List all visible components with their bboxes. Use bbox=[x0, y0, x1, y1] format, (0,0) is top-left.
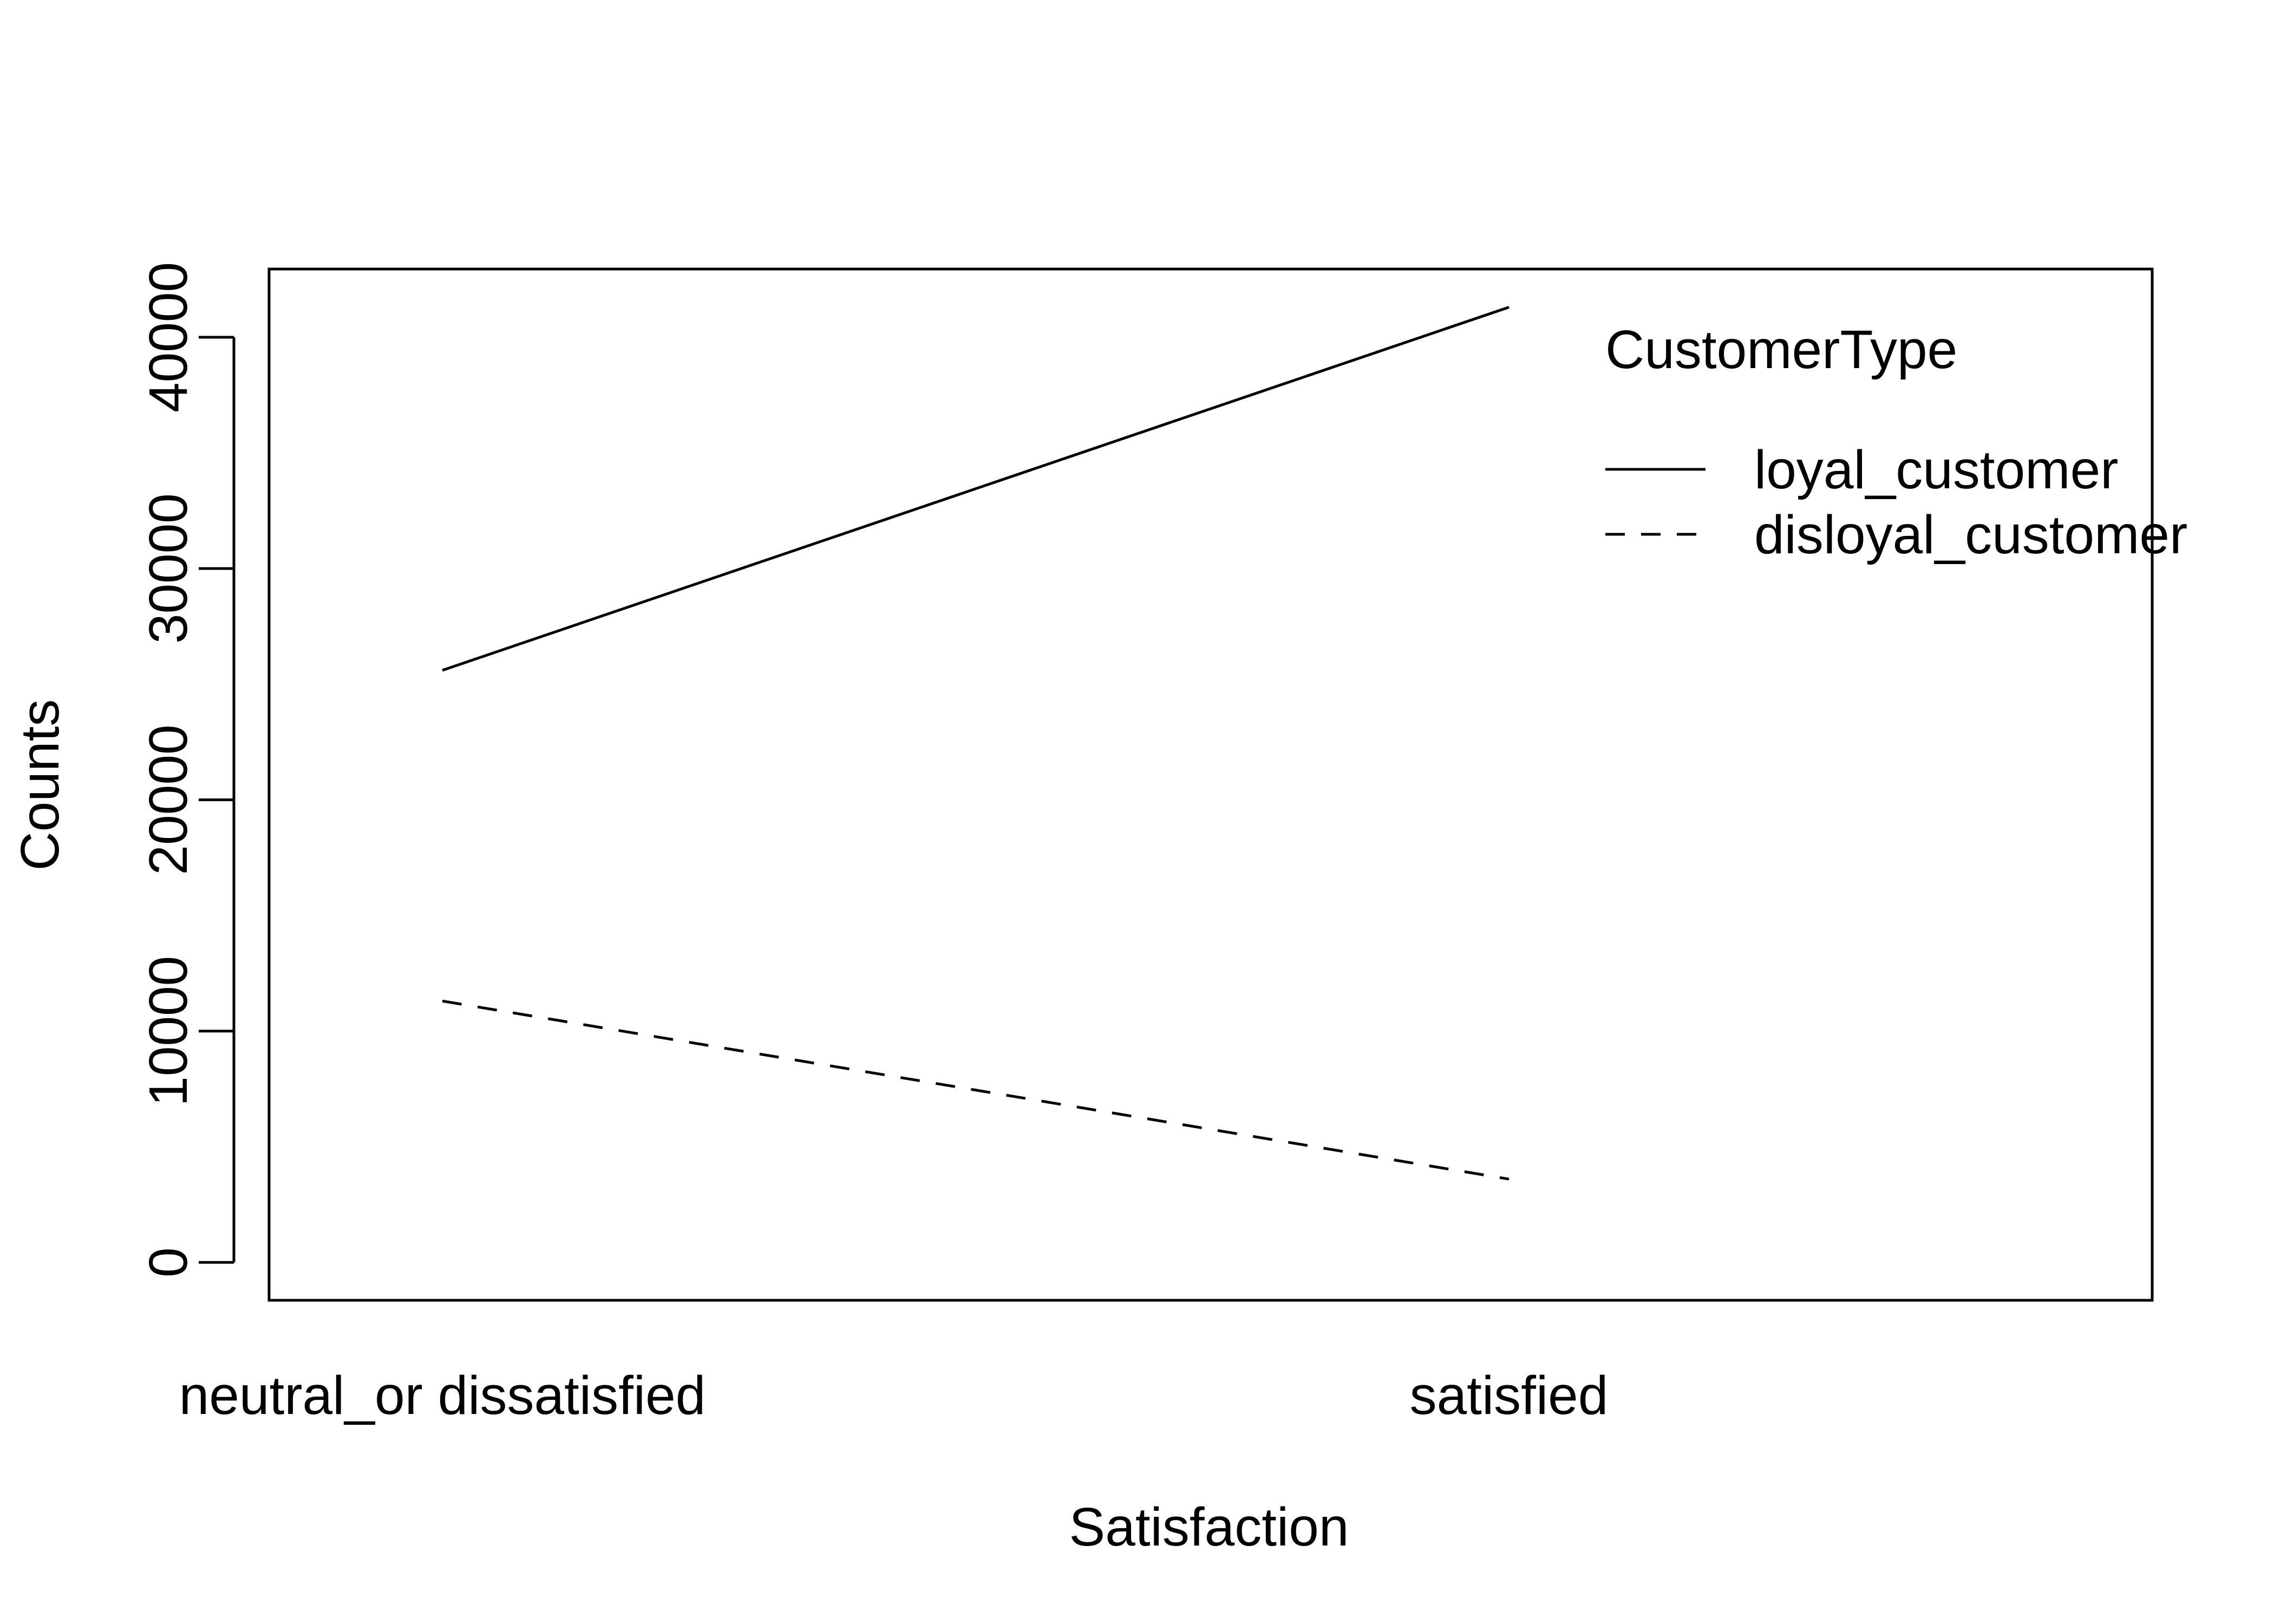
x-tick-label: satisfied bbox=[1410, 1365, 1609, 1426]
y-tick-label: 10000 bbox=[138, 956, 199, 1106]
y-tick-label: 20000 bbox=[138, 724, 199, 875]
legend-label: disloyal_customer bbox=[1754, 505, 2187, 565]
legend: CustomerType loyal_customerdisloyal_cust… bbox=[1605, 319, 2187, 565]
plot-frame bbox=[267, 267, 2154, 1302]
y-axis: 0 10000 20000 30000 40000 bbox=[138, 262, 236, 1278]
legend-label: loyal_customer bbox=[1754, 440, 2119, 500]
series-layer bbox=[442, 306, 1510, 1181]
series-line-disloyal-customer bbox=[442, 999, 1510, 1181]
y-tick-label: 40000 bbox=[138, 262, 199, 412]
y-tick-label: 30000 bbox=[138, 493, 199, 644]
x-tick-label: neutral_or dissatisfied bbox=[179, 1365, 706, 1426]
x-axis-label: Satisfaction bbox=[1069, 1497, 1349, 1557]
y-tick-label: 0 bbox=[138, 1247, 199, 1278]
series-line-loyal-customer bbox=[442, 306, 1510, 672]
x-axis: neutral_or dissatisfied satisfied bbox=[179, 1365, 1609, 1426]
legend-title: CustomerType bbox=[1605, 319, 1957, 380]
y-axis-label: Counts bbox=[10, 699, 70, 871]
